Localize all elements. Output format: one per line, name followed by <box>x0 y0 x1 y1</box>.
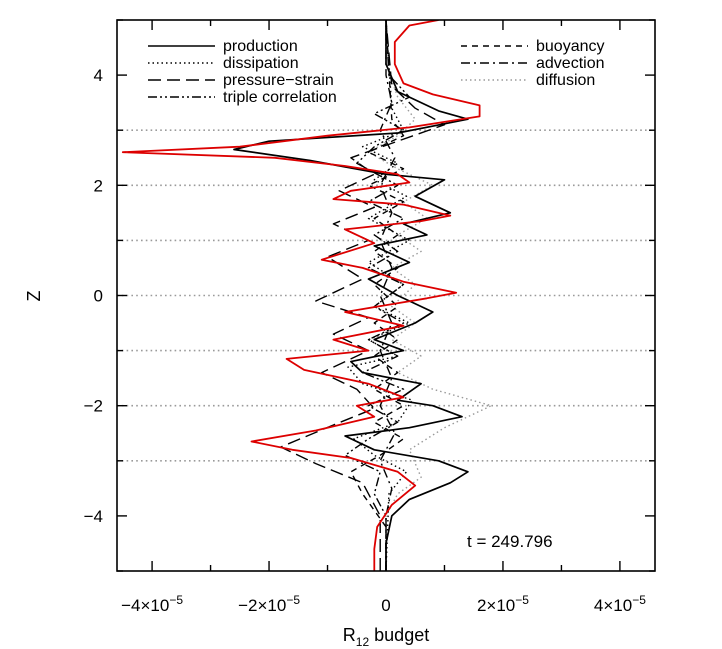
legend: productiondissipationpressure−straintrip… <box>148 38 605 106</box>
series-line-red <box>121 20 481 571</box>
y-tick-label: 2 <box>94 176 103 195</box>
x-tick-label: 0 <box>381 596 390 615</box>
x-tick-label: 2×10−5 <box>477 593 529 615</box>
x-axis-label-main: R <box>343 625 356 645</box>
legend-label: pressure−strain <box>223 72 334 89</box>
y-tick-label: 0 <box>94 287 103 306</box>
y-tick-label: 4 <box>94 66 103 85</box>
y-tick-label: −4 <box>84 507 103 526</box>
x-tick-label: −2×10−5 <box>238 593 300 615</box>
legend-label: buoyancy <box>536 38 605 55</box>
legend-label: diffusion <box>536 72 595 89</box>
y-tick-label: −2 <box>84 397 103 416</box>
legend-label: production <box>223 38 298 55</box>
legend-label: dissipation <box>223 55 299 72</box>
x-axis-label-suffix: budget <box>374 625 429 645</box>
time-annotation: t = 249.796 <box>467 532 553 551</box>
legend-label: advection <box>536 55 605 72</box>
x-axis-label: R12 budget <box>343 625 429 649</box>
series-group <box>121 20 492 571</box>
x-tick-label: 4×10−5 <box>594 593 646 615</box>
y-axis-label: Z <box>24 291 44 302</box>
x-tick-label: −4×10−5 <box>121 593 183 615</box>
axis-ticks: −4×10−5 −2×10−5 0 2×10−5 4×10−5 −4 −2 0 2 4 <box>84 19 655 615</box>
series-line-pressure-strain <box>280 20 446 571</box>
series-line-dissipation <box>347 20 413 571</box>
legend-label: triple correlation <box>223 89 337 106</box>
series-line-triple-correlation <box>344 20 411 571</box>
x-axis-label-subscript: 12 <box>356 635 370 649</box>
series-line-buoyancy <box>350 20 405 571</box>
